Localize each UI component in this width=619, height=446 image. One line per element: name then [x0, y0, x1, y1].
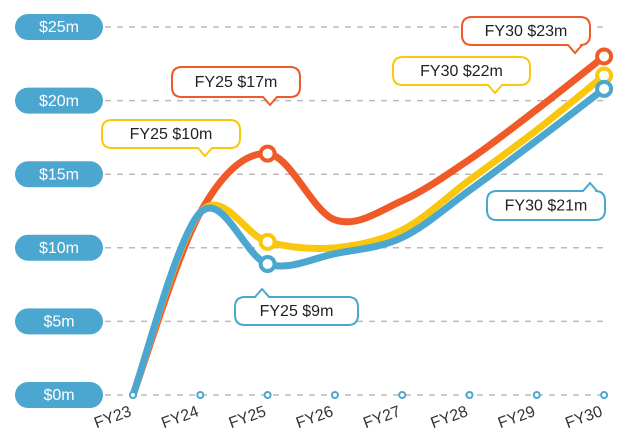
x-tick-label: FY25 [227, 403, 269, 432]
annotation: FY25 $17m [195, 74, 278, 91]
y-tick-pill [15, 308, 103, 335]
x-tick-label: FY23 [92, 403, 134, 432]
x-tick-dot [532, 391, 541, 399]
line [129, 85, 608, 399]
y-tick-label: $20m [39, 93, 79, 110]
annotation-box [171, 66, 301, 107]
x-tick-dot [196, 391, 205, 399]
y-tick-label: $25m [39, 19, 79, 36]
y-tick-pill [15, 234, 103, 261]
point [595, 79, 614, 98]
annotation: FY30 $23m [485, 23, 568, 40]
x-tick-dot [263, 391, 272, 399]
line [129, 52, 608, 399]
x-tick-label: FY28 [429, 403, 471, 432]
point [258, 144, 277, 163]
annotation: FY25 $9m [260, 303, 334, 320]
x-tick-dot [330, 391, 339, 399]
x-tick-dot [398, 391, 407, 399]
annotation-box [461, 16, 591, 55]
x-tick-label: FY27 [361, 403, 403, 432]
x-tick-dot [465, 391, 474, 399]
annotation-box [486, 181, 606, 221]
origin-dot [129, 391, 137, 399]
x-tick-label: FY26 [294, 403, 336, 432]
annotation: FY30 $22m [420, 63, 503, 80]
point [258, 254, 277, 273]
y-tick-pill [15, 87, 103, 114]
y-tick-pill [15, 382, 103, 408]
x-tick-label: FY24 [159, 403, 201, 432]
annotation: FY25 $10m [130, 126, 213, 143]
x-tick-label: FY30 [563, 403, 605, 432]
y-tick-label: $15m [39, 166, 79, 183]
y-tick-label: $5m [43, 314, 74, 331]
y-tick-pill [15, 14, 103, 40]
point [258, 232, 277, 251]
y-tick-pill [15, 161, 103, 188]
point [595, 47, 614, 66]
annotation: FY30 $21m [505, 198, 588, 215]
x-tick-label: FY29 [496, 403, 538, 432]
x-tick-dot [600, 391, 609, 399]
annotation-box [101, 119, 241, 158]
y-tick-label: $0m [43, 387, 74, 404]
y-tick-label: $10m [39, 240, 79, 257]
annotation-box [234, 287, 359, 326]
annotation-box [392, 56, 531, 95]
